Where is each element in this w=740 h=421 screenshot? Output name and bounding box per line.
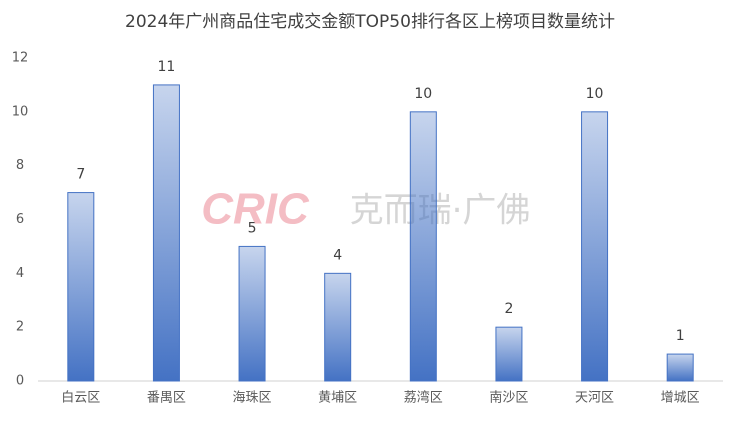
bar bbox=[152, 84, 180, 382]
x-tick-label: 南沙区 bbox=[489, 390, 528, 406]
bar bbox=[581, 111, 609, 382]
bar bbox=[495, 326, 523, 382]
watermark-logo: CRIC bbox=[201, 185, 310, 234]
chart-title: 2024年广州商品住宅成交金额TOP50排行各区上榜项目数量统计 bbox=[125, 12, 615, 32]
x-tick-label: 海珠区 bbox=[233, 391, 272, 406]
y-tick-label: 10 bbox=[12, 104, 29, 119]
watermark-text: 克而瑞·广佛 bbox=[350, 191, 531, 231]
x-tick-label: 增城区 bbox=[661, 391, 700, 406]
x-tick-label: 番禺区 bbox=[147, 391, 186, 406]
y-tick-label: 0 bbox=[16, 374, 24, 389]
y-tick-label: 4 bbox=[16, 266, 24, 281]
y-tick-label: 6 bbox=[16, 212, 24, 227]
value-label: 7 bbox=[76, 167, 85, 183]
bar bbox=[666, 353, 694, 382]
y-tick-label: 2 bbox=[16, 320, 24, 335]
y-tick-label: 8 bbox=[16, 158, 24, 173]
value-label: 10 bbox=[414, 86, 432, 102]
value-label: 4 bbox=[333, 247, 342, 263]
bar bbox=[409, 111, 437, 382]
x-tick-label: 荔湾区 bbox=[404, 390, 443, 406]
x-tick-label: 天河区 bbox=[575, 391, 614, 406]
value-label: 10 bbox=[586, 86, 604, 102]
value-label: 1 bbox=[676, 328, 685, 344]
bar bbox=[238, 245, 266, 382]
bar bbox=[67, 192, 95, 382]
bar bbox=[324, 272, 352, 382]
value-label: 2 bbox=[504, 301, 513, 317]
value-label: 5 bbox=[248, 220, 257, 236]
y-tick-label: 12 bbox=[12, 51, 29, 66]
value-label: 11 bbox=[158, 59, 176, 75]
x-tick-label: 白云区 bbox=[61, 390, 100, 406]
x-tick-label: 黄埔区 bbox=[318, 391, 357, 406]
